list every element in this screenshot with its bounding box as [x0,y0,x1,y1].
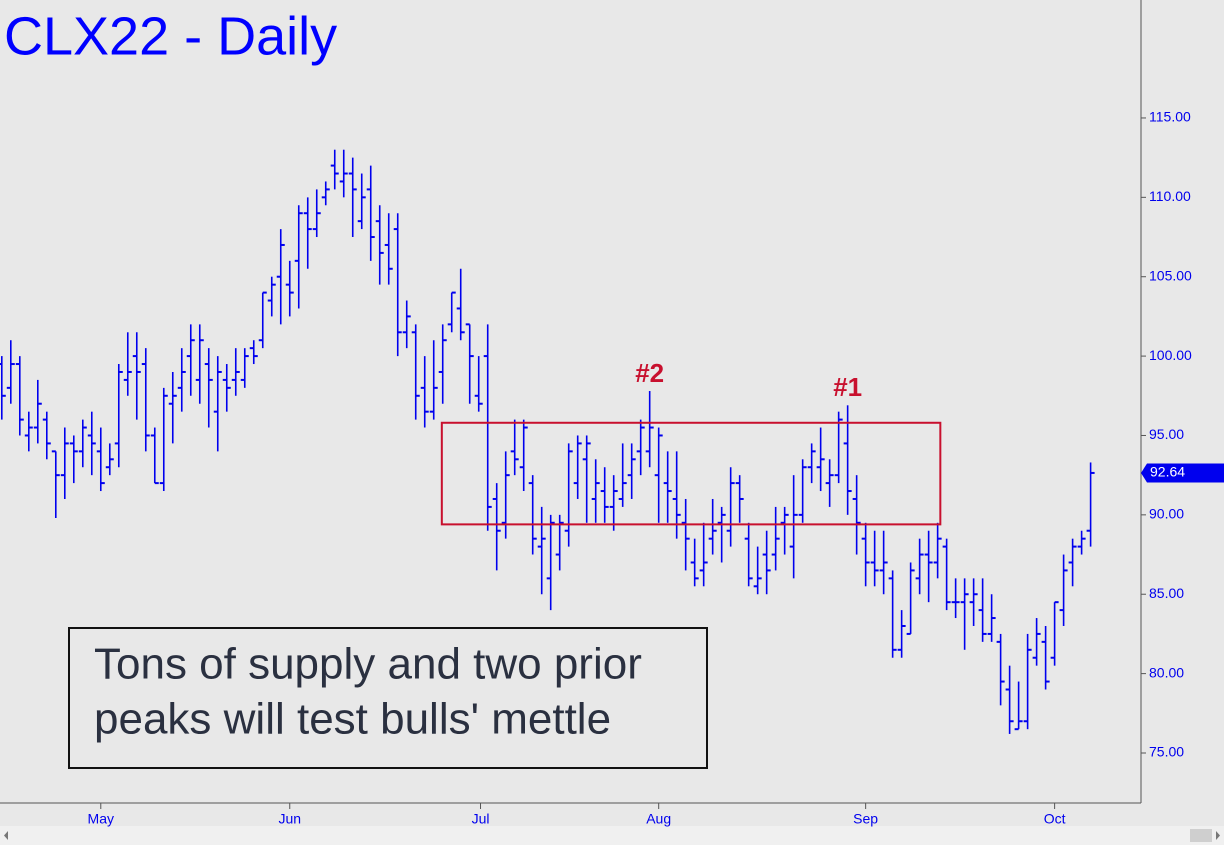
y-tick-label: 90.00 [1149,506,1184,522]
x-tick-label: May [88,811,114,827]
last-price-label: 92.64 [1150,464,1185,480]
x-tick-label: Jun [278,811,301,827]
y-tick-label: 75.00 [1149,744,1184,760]
x-tick-label: Oct [1044,811,1066,827]
scrollbar[interactable] [0,826,1224,845]
last-price-box [1141,463,1224,483]
text-box-line: Tons of supply and two prior [94,640,642,689]
x-tick-label: Aug [646,811,671,827]
text-box-line: peaks will test bulls' mettle [94,695,611,744]
scroll-thumb[interactable] [1190,829,1212,842]
y-tick-label: 105.00 [1149,267,1192,283]
y-tick-label: 95.00 [1149,426,1184,442]
annotation: #1 [833,372,862,402]
x-tick-label: Jul [472,811,490,827]
scroll-right[interactable] [1216,831,1220,840]
x-tick-label: Sep [853,811,878,827]
y-tick-label: 80.00 [1149,664,1184,680]
annotation: #2 [635,358,664,388]
y-tick-label: 110.00 [1149,188,1191,204]
text-box [68,627,708,769]
y-tick-label: 85.00 [1149,585,1184,601]
y-tick-label: 100.00 [1149,347,1192,363]
y-tick-label: 115.00 [1149,109,1191,125]
chart-title: CLX22 - Daily [4,6,337,66]
zone [440,421,942,526]
scroll-left[interactable] [4,831,8,840]
